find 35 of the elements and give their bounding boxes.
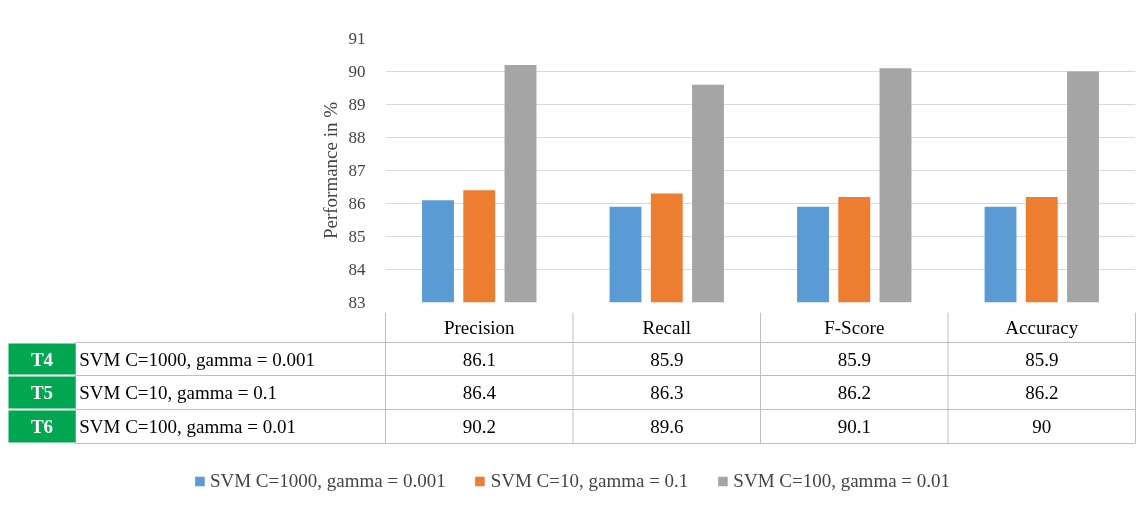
data-label: 86.2	[1025, 382, 1059, 403]
data-label: 90	[1032, 416, 1052, 437]
legend-label: SVM C=10, gamma = 0.1	[490, 470, 689, 492]
data-label: 85.9	[1025, 348, 1059, 370]
x-tick-label: F-Score	[824, 317, 885, 338]
x-tick-label: Recall	[642, 317, 692, 338]
text: T5	[30, 382, 54, 403]
text: T4	[30, 348, 54, 370]
data-label: 86.4	[462, 382, 497, 403]
y-tick-label: 86	[348, 194, 366, 213]
data-label: 90.2	[462, 416, 496, 437]
y-tick-label: 84	[348, 260, 366, 279]
y-tick-label: 85	[348, 227, 366, 246]
legend-label: SVM C=100, gamma = 0.01	[733, 470, 951, 492]
y-tick-label: 90	[348, 62, 366, 81]
legend-label: SVM C=1000, gamma = 0.001	[209, 470, 446, 492]
data-label: 90.1	[837, 416, 871, 437]
text: T6	[30, 416, 54, 437]
y-tick-label: 91	[348, 29, 366, 48]
data-label: 86.1	[462, 348, 496, 370]
y-tick-label: 89	[348, 95, 366, 114]
data-label: 89.6	[650, 416, 684, 437]
y-tick-label: 83	[348, 293, 366, 312]
data-label: 85.9	[837, 348, 871, 370]
text: SVM C=1000, gamma = 0.001	[79, 348, 315, 370]
y-tick-label: 88	[348, 128, 366, 147]
data-label: 86.3	[650, 382, 684, 403]
data-label: 85.9	[650, 348, 684, 370]
x-tick-label: Precision	[443, 317, 516, 338]
y-tick-label: 87	[348, 161, 366, 180]
text: SVM C=10, gamma = 0.1	[79, 382, 277, 403]
x-tick-label: Accuracy	[1005, 317, 1079, 338]
y-axis-title: Performance in %	[319, 101, 341, 240]
data-label: 86.2	[837, 382, 871, 403]
text: SVM C=100, gamma = 0.01	[79, 416, 296, 437]
